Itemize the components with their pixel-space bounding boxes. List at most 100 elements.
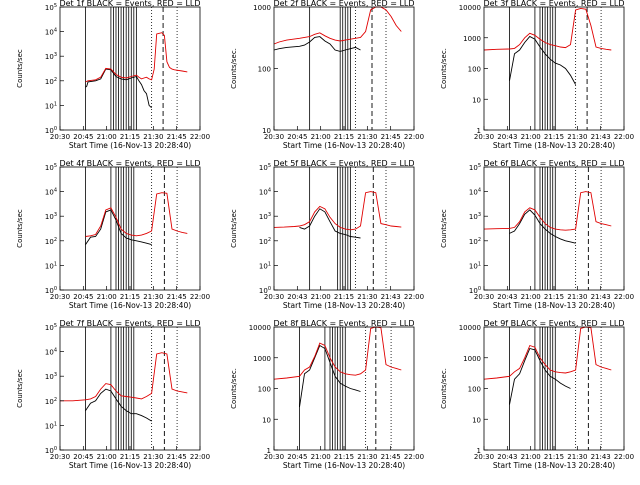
- x-tick-label: 21:45: [167, 293, 187, 301]
- y-axis-label: Counts/sec: [16, 209, 24, 248]
- y-axis-label: Counts/sec.: [230, 48, 238, 89]
- y-tick-label: 104: [259, 188, 271, 197]
- x-tick-label: 20:30: [264, 133, 284, 141]
- x-tick-label: 21:45: [167, 453, 187, 461]
- panel-det-9f: Det 9f BLACK = Events, RED = LLD 1 10 100 10…: [440, 319, 634, 470]
- y-tick-label: 101: [45, 261, 57, 270]
- series-line-lld: [483, 191, 612, 231]
- x-axis-label: Start Time (16-Nov-13 20:28:40): [69, 301, 191, 310]
- y-axis-label: Counts/sec: [16, 49, 24, 88]
- y-axis-label: Counts/sec.: [230, 368, 238, 409]
- panel-title: Det 1f BLACK = Events, RED = LLD: [59, 0, 200, 8]
- y-tick-label: 10000: [459, 4, 481, 12]
- y-tick-label: 101: [45, 421, 57, 430]
- x-tick-label: 20:30: [264, 293, 284, 301]
- x-axis-label: Start Time (16-Nov-13 20:28:40): [69, 461, 191, 470]
- x-tick-label: 21:00: [521, 293, 541, 301]
- x-axis-label: Start Time (16-Nov-13 20:28:40): [283, 461, 405, 470]
- panel-title: Det 3f BLACK = Events, RED = LLD: [483, 0, 624, 8]
- x-axis-label: Start Time (16-Nov-13 20:28:40): [69, 141, 191, 150]
- y-tick-label: 100: [258, 386, 271, 394]
- y-tick-label: 100: [469, 286, 481, 295]
- panel-title: Det 7f BLACK = Events, RED = LLD: [59, 319, 200, 328]
- panel-title: Det 5f BLACK = Events, RED = LLD: [273, 159, 414, 168]
- y-tick-label: 1000: [253, 4, 271, 12]
- y-tick-label: 102: [259, 237, 271, 246]
- series-line-events: [85, 68, 152, 109]
- x-tick-label: 21:30: [567, 453, 587, 461]
- x-tick-label: 21:15: [120, 293, 140, 301]
- x-tick-label: 21:43: [591, 293, 611, 301]
- panel-det-8f: Det 8f BLACK = Events, RED = LLD 1 10 100 10…: [230, 319, 424, 470]
- panel-title: Det 2f BLACK = Events, RED = LLD: [273, 0, 414, 8]
- y-tick-label: 101: [259, 261, 271, 270]
- y-tick-label: 10: [262, 127, 271, 135]
- x-tick-label: 20:30: [474, 293, 494, 301]
- x-tick-label: 21:30: [567, 133, 587, 141]
- panel-det-2f: Det 2f BLACK = Events, RED = LLD 10 100 100…: [230, 0, 424, 150]
- y-tick-label: 1: [267, 447, 271, 455]
- y-tick-label: 100: [258, 66, 271, 74]
- x-tick-label: 21:45: [381, 133, 401, 141]
- x-tick-label: 21:30: [143, 453, 163, 461]
- panel-det-4f: Det 4f BLACK = Events, RED = LLD 100 101 10…: [16, 159, 210, 310]
- x-tick-label: 21:00: [311, 453, 331, 461]
- y-axis-label: Counts/sec.: [440, 48, 448, 89]
- x-tick-label: 21:00: [521, 133, 541, 141]
- y-tick-label: 1: [477, 127, 481, 135]
- y-tick-label: 105: [469, 163, 481, 172]
- x-tick-label: 21:15: [544, 453, 564, 461]
- y-tick-label: 102: [45, 237, 57, 246]
- x-tick-label: 22:00: [190, 133, 210, 141]
- x-tick-label: 21:00: [97, 133, 117, 141]
- plot-frame: [273, 326, 415, 451]
- x-tick-label: 21:00: [311, 133, 331, 141]
- x-tick-label: 21:15: [334, 293, 354, 301]
- x-axis-label: Start Time (18-Nov-13 20:28:40): [493, 461, 615, 470]
- x-tick-label: 20:30: [50, 453, 70, 461]
- x-tick-label: 22:00: [614, 453, 634, 461]
- panel-det-7f: Det 7f BLACK = Events, RED = LLD 100 101 10…: [16, 319, 210, 470]
- x-tick-label: 22:00: [190, 453, 210, 461]
- series-line-events: [509, 209, 576, 244]
- series-line-events: [299, 344, 361, 408]
- y-tick-label: 100: [45, 286, 57, 295]
- series-line-events: [85, 209, 152, 246]
- y-tick-label: 100: [468, 66, 481, 74]
- series-line-events: [299, 208, 361, 239]
- y-tick-label: 104: [45, 188, 57, 197]
- x-tick-label: 20:43: [287, 293, 307, 301]
- plot-frame: [273, 6, 415, 131]
- x-tick-label: 21:43: [591, 133, 611, 141]
- x-tick-label: 20:45: [287, 133, 307, 141]
- y-tick-label: 10: [472, 96, 481, 104]
- y-tick-label: 10000: [249, 324, 271, 332]
- x-tick-label: 20:30: [474, 133, 494, 141]
- x-tick-label: 21:30: [143, 293, 163, 301]
- y-tick-label: 103: [45, 212, 57, 221]
- y-axis-label: Counts/sec.: [440, 368, 448, 409]
- plot-frame: [483, 326, 625, 451]
- x-tick-label: 21:15: [544, 133, 564, 141]
- plot-frame: [59, 166, 201, 291]
- y-tick-label: 104: [45, 28, 57, 37]
- x-tick-label: 20:43: [497, 293, 517, 301]
- y-tick-label: 102: [45, 77, 57, 86]
- panel-title: Det 9f BLACK = Events, RED = LLD: [483, 319, 624, 328]
- x-tick-label: 20:30: [50, 293, 70, 301]
- x-tick-label: 20:30: [264, 453, 284, 461]
- x-tick-label: 21:00: [311, 293, 331, 301]
- y-tick-label: 100: [259, 286, 271, 295]
- x-tick-label: 22:00: [614, 293, 634, 301]
- y-tick-label: 105: [45, 3, 57, 12]
- y-tick-label: 10000: [459, 324, 481, 332]
- y-tick-label: 1: [477, 447, 481, 455]
- x-tick-label: 20:43: [497, 453, 517, 461]
- x-tick-label: 21:00: [97, 293, 117, 301]
- series-line-lld: [273, 6, 402, 45]
- x-axis-label: Start Time (18-Nov-13 20:28:40): [283, 301, 405, 310]
- y-tick-label: 10: [262, 416, 271, 424]
- plot-frame: [59, 6, 201, 131]
- x-tick-label: 20:30: [474, 453, 494, 461]
